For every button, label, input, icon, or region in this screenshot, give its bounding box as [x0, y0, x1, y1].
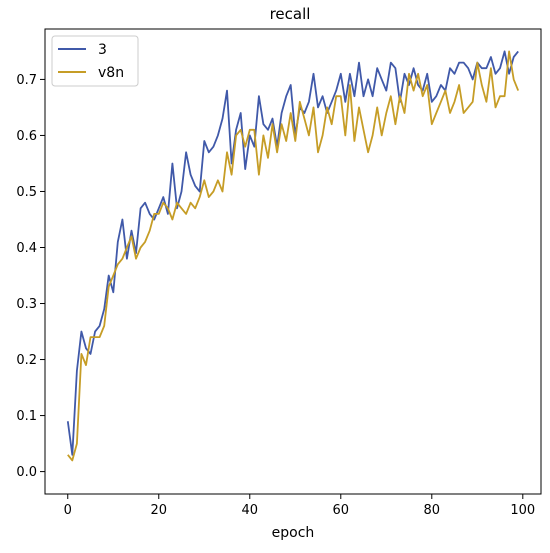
legend-box: [51, 35, 139, 87]
x-tick-label: 0: [64, 503, 72, 518]
x-tick-label: 80: [424, 503, 441, 518]
y-tick-label: 0.3: [16, 297, 37, 312]
y-tick-label: 0.6: [16, 129, 37, 144]
plot-frame: [44, 28, 542, 495]
y-tick-label: 0.2: [16, 353, 37, 368]
chart-title: recall: [270, 5, 311, 23]
x-tick-label: 100: [510, 503, 535, 518]
y-tick-label: 0.4: [16, 241, 37, 256]
x-axis-label: epoch: [272, 525, 315, 541]
x-tick-label: 40: [241, 503, 258, 518]
series-line-v8n: [67, 50, 520, 462]
plot-area: [66, 50, 520, 462]
x-axis: 0 20 40 60 80 100: [64, 494, 535, 518]
x-tick-label: 20: [150, 503, 167, 518]
series-line-3: [66, 50, 519, 456]
y-tick-label: 0.1: [16, 409, 37, 424]
y-tick-label: 0.0: [16, 465, 37, 480]
x-tick-label: 60: [333, 503, 350, 518]
legend-entry: v8n: [98, 65, 124, 81]
y-tick-label: 0.7: [16, 73, 37, 88]
legend-entry: 3: [98, 42, 107, 58]
y-tick-label: 0.5: [16, 185, 37, 200]
y-axis: 0.0 0.1 0.2 0.3 0.4 0.5 0.6 0.7: [16, 73, 45, 480]
